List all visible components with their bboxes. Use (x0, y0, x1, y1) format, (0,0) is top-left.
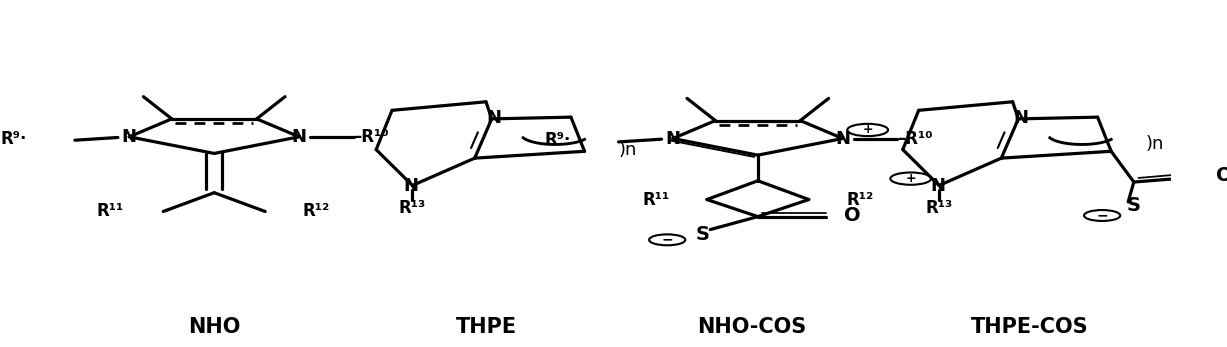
Text: −: − (1096, 209, 1108, 222)
Text: R⁹·: R⁹· (545, 131, 571, 149)
Text: NHO-COS: NHO-COS (697, 317, 807, 337)
Text: N: N (930, 177, 946, 195)
Text: –R¹⁰: –R¹⁰ (353, 128, 389, 146)
Text: N: N (292, 128, 307, 146)
Text: R¹¹: R¹¹ (97, 203, 124, 220)
Text: N: N (836, 129, 850, 147)
Text: N: N (1014, 109, 1028, 127)
Text: R¹³: R¹³ (399, 198, 426, 217)
Text: R¹¹: R¹¹ (642, 191, 670, 209)
Text: N: N (486, 109, 502, 127)
Text: R¹³: R¹³ (925, 198, 952, 217)
Text: N: N (404, 177, 418, 195)
Text: +: + (863, 124, 872, 136)
Text: +: + (906, 172, 917, 185)
Text: −: − (661, 233, 674, 247)
Text: THPE-COS: THPE-COS (971, 317, 1088, 337)
Text: N: N (121, 128, 136, 146)
Text: )n: )n (1145, 135, 1163, 153)
Text: S: S (1126, 196, 1141, 215)
Text: R¹²: R¹² (303, 203, 330, 220)
Text: N: N (665, 129, 681, 147)
Text: NHO: NHO (188, 317, 240, 337)
Text: –R¹⁰: –R¹⁰ (897, 129, 933, 147)
Text: O: O (1216, 166, 1227, 185)
Text: R⁹·: R⁹· (1, 129, 27, 147)
Text: THPE: THPE (455, 317, 517, 337)
Text: )n: )n (618, 141, 637, 159)
Text: R¹²: R¹² (847, 191, 874, 209)
Text: S: S (696, 225, 709, 244)
Text: O: O (843, 206, 860, 225)
